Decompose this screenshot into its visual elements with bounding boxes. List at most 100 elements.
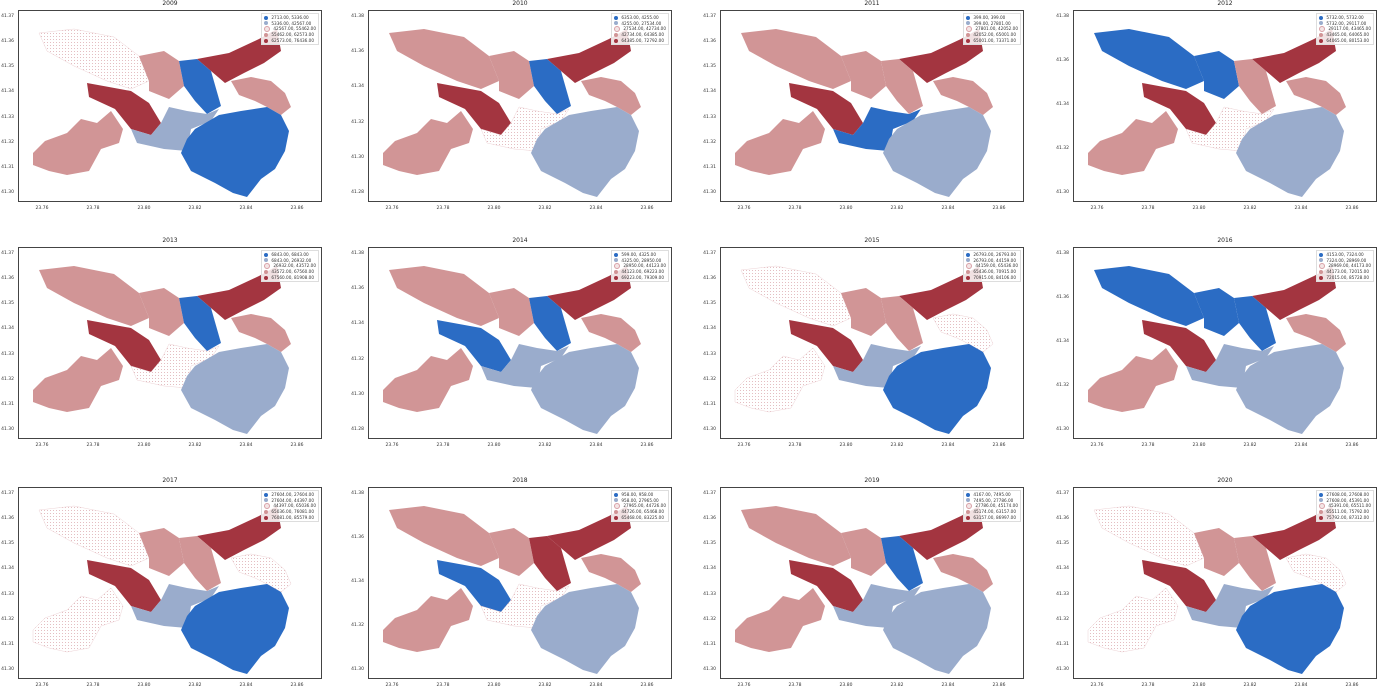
region-bar — [529, 296, 571, 351]
y-tick-label: 41.30 — [1, 667, 14, 672]
region-ne — [547, 29, 631, 83]
legend-label: 44123.00, 69223.00 — [621, 269, 664, 275]
legend-entry: 6843.00, 26932.00 — [264, 258, 316, 264]
legend-entry: 65511.00, 75792.00 — [1319, 509, 1371, 515]
legend-swatch — [1319, 509, 1324, 514]
region-center — [1186, 344, 1274, 388]
region-north — [1194, 288, 1239, 336]
y-tick-label: 41.31 — [703, 164, 716, 170]
x-tick-label: 23.84 — [1294, 206, 1308, 211]
legend-label: 29117.00, 43465.00 — [1328, 26, 1371, 32]
y-tick-label: 41.35 — [703, 541, 716, 547]
region-center — [833, 584, 921, 628]
legend-swatch — [1319, 26, 1326, 33]
y-tick-label: 41.31 — [1, 401, 14, 407]
x-tick-label: 23.86 — [290, 206, 304, 211]
region-center — [1185, 106, 1275, 152]
y-tick-label: 41.32 — [351, 356, 364, 362]
map-panel-2016: 2016 4153.00, 7324.00 7324.00, 28969.00 289… — [1056, 237, 1377, 458]
legend-label: 76081.00, 85579.00 — [271, 514, 314, 520]
legend-swatch — [614, 498, 619, 503]
legend-swatch — [1319, 38, 1324, 43]
legend-label: 44173.00, 72015.00 — [1326, 269, 1369, 275]
y-tick-label: 41.34 — [351, 84, 364, 90]
x-tick-label: 23.80 — [487, 443, 501, 448]
legend-entry: 5336.00, 42567.00 — [264, 21, 316, 27]
legend-entry: 27608.00, 27608.00 — [1319, 492, 1371, 498]
legend-label: 45174.00, 63157.00 — [973, 509, 1016, 515]
map-legend: 6353.00, 4255.00 4255.00, 27534.00 27534.0… — [611, 13, 669, 46]
region-center — [480, 106, 570, 152]
y-tick-label: 41.36 — [1, 516, 14, 522]
legend-label: 27608.00, 45391.00 — [1326, 497, 1369, 503]
y-tick-label: 41.30 — [351, 154, 364, 160]
panel-title: 2015 — [864, 237, 880, 244]
legend-label: 63157.00, 86997.00 — [973, 514, 1016, 520]
legend-swatch — [264, 515, 269, 520]
district-map — [33, 28, 291, 197]
legend-entry: 45174.00, 63157.00 — [966, 509, 1018, 515]
map-legend: 599.00, 4325.00 4325.00, 28950.00 28950.00… — [611, 250, 669, 283]
legend-label: 42734.00, 64385.00 — [621, 32, 664, 38]
region-nw — [741, 29, 851, 89]
legend-label: 75792.00, 87312.00 — [1326, 514, 1369, 520]
region-sw — [1088, 111, 1178, 175]
legend-entry: 958.00, 27965.00 — [614, 498, 666, 504]
legend-entry: 27786.00, 45174.00 — [966, 503, 1018, 510]
legend-swatch — [966, 38, 971, 43]
y-tick-label: 41.30 — [703, 427, 716, 432]
legend-label: 958.00, 27965.00 — [621, 497, 659, 503]
y-tick-label: 41.35 — [1056, 541, 1069, 547]
map-frame: 399.00, 399.00 399.00, 27801.00 27801.00, … — [720, 10, 1024, 202]
legend-label: 27801.00, 42052.00 — [975, 26, 1018, 32]
y-tick-label: 41.34 — [1056, 339, 1069, 344]
y-tick-label: 41.32 — [703, 139, 716, 145]
legend-label: 64385.00, 72792.00 — [621, 37, 664, 43]
legend-entry: 26793.00, 26793.00 — [966, 252, 1018, 258]
region-nw — [1094, 29, 1204, 89]
legend-entry: 27534.00, 42734.00 — [614, 26, 666, 33]
legend-label: 399.00, 399.00 — [973, 15, 1006, 20]
legend-swatch — [1319, 275, 1324, 280]
legend-entry: 6353.00, 4255.00 — [614, 15, 666, 21]
region-ef — [1286, 77, 1346, 115]
region-ne — [547, 506, 631, 560]
y-tick-label: 41.36 — [1056, 516, 1069, 522]
region-sw — [1087, 587, 1179, 653]
region-ne — [1252, 506, 1336, 560]
legend-swatch — [966, 269, 971, 274]
district-map — [1088, 29, 1346, 197]
map-panel-2013: 2013 6843.00, 6843.00 6843.00, 26932.00 269… — [1, 237, 322, 458]
region-north — [1194, 51, 1239, 99]
legend-entry: 69223.00, 79309.00 — [614, 275, 666, 281]
y-tick-label: 41.30 — [703, 667, 716, 672]
legend-label: 7324.00, 28969.00 — [1326, 257, 1367, 263]
legend-label: 26932.00, 43572.00 — [273, 263, 316, 269]
legend-label: 72015.00, 85728.00 — [1326, 274, 1369, 280]
x-tick-label: 23.80 — [137, 443, 151, 448]
y-tick-label: 41.33 — [1, 351, 14, 357]
map-panel-2015: 2015 26793.00, 26793.00 26793.00, 44159.00… — [703, 237, 1024, 458]
x-tick-label: 23.76 — [1090, 443, 1104, 448]
legend-entry: 44726.00, 65468.00 — [614, 509, 666, 515]
x-tick-label: 23.82 — [1243, 206, 1257, 211]
region-north — [489, 528, 534, 576]
region-ef — [581, 554, 641, 592]
legend-label: 42567.00, 55462.00 — [273, 26, 316, 32]
y-tick-label: 41.37 — [1, 14, 14, 19]
district-map — [32, 505, 292, 674]
region-wc — [1142, 560, 1216, 612]
region-ef — [581, 314, 641, 352]
region-wc — [87, 560, 161, 612]
region-ef — [933, 77, 993, 115]
y-tick-label: 41.32 — [1056, 383, 1069, 388]
legend-entry: 75792.00, 87312.00 — [1319, 515, 1371, 521]
x-tick-label: 23.82 — [188, 443, 202, 448]
district-map — [383, 266, 641, 434]
region-ne — [1252, 29, 1336, 83]
legend-entry: 27604.00, 44397.00 — [264, 498, 316, 504]
region-ef — [1285, 553, 1347, 593]
legend-label: 28969.00, 44173.00 — [1328, 263, 1371, 269]
legend-label: 4153.00, 7324.00 — [1326, 252, 1364, 257]
legend-swatch — [1319, 269, 1324, 274]
